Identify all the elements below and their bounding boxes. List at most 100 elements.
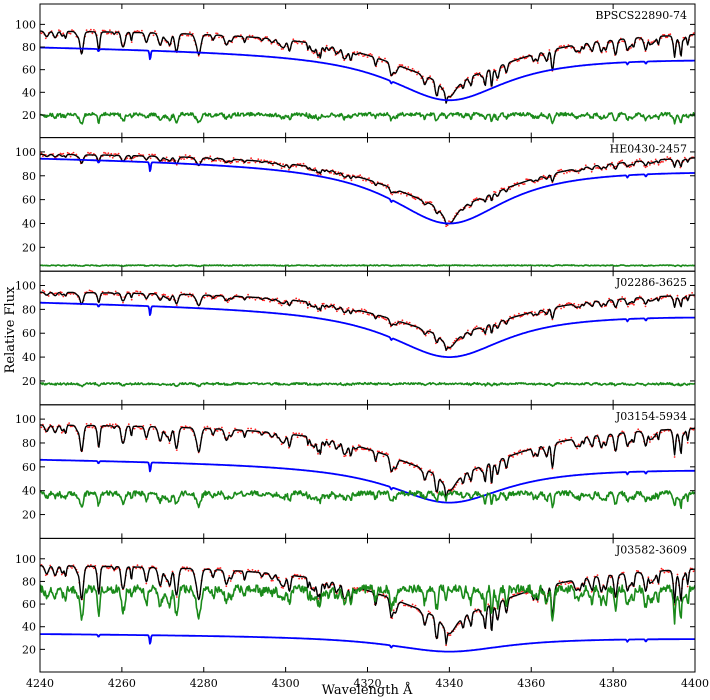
observed-point: [282, 587, 284, 589]
observed-point: [114, 290, 117, 293]
panel-frame: [39, 137, 696, 272]
panel-2: 20 40 60 80 100 HE0430-2457: [15, 137, 696, 272]
observed-point: [621, 159, 624, 162]
observed-point: [264, 573, 267, 576]
observed-point: [660, 297, 663, 300]
synthetic-spectrum-line: [40, 153, 695, 225]
observed-point: [218, 159, 220, 161]
observed-point: [40, 426, 43, 429]
observed-point: [590, 170, 593, 173]
observed-point: [228, 432, 231, 434]
observed-point: [139, 427, 142, 430]
observed-point: [109, 29, 111, 32]
observed-point: [216, 567, 219, 570]
observed-point: [662, 296, 664, 299]
observed-point: [381, 60, 383, 63]
observed-point: [186, 34, 188, 37]
observed-point: [277, 302, 280, 305]
continuum-line: [40, 157, 695, 225]
observed-point: [251, 34, 254, 37]
observed-point: [90, 564, 92, 566]
observed-point: [408, 321, 411, 324]
observed-point: [368, 177, 370, 180]
observed-point: [676, 573, 679, 576]
y-axis-title: Relative Flux: [3, 286, 18, 373]
y-tick-label: 80: [22, 170, 36, 183]
continuum-line: [40, 633, 695, 653]
observed-point: [398, 322, 401, 325]
observed-point: [567, 582, 570, 585]
observed-point: [93, 29, 95, 31]
observed-point: [686, 441, 689, 444]
observed-point: [427, 610, 430, 613]
observed-point: [669, 33, 672, 36]
observed-point: [180, 158, 183, 160]
observed-point: [347, 307, 350, 309]
observed-point: [638, 295, 641, 298]
observed-point: [288, 168, 290, 171]
observed-point: [151, 294, 154, 297]
observed-point: [58, 293, 60, 296]
observed-point: [662, 161, 664, 163]
observed-point: [448, 634, 450, 637]
observed-point: [365, 179, 367, 182]
panel-5: 20 40 60 80 100 J03582-3609: [15, 537, 696, 673]
observed-point: [650, 436, 653, 438]
observed-point: [637, 428, 640, 431]
observed-point: [541, 311, 544, 313]
observed-point: [567, 44, 570, 46]
observed-point: [630, 165, 632, 168]
observed-point: [122, 301, 124, 304]
observed-point: [47, 295, 50, 297]
observed-point: [235, 160, 238, 163]
observed-point: [660, 160, 663, 163]
observed-point: [534, 311, 536, 314]
observed-point: [650, 297, 653, 300]
observed-point: [512, 456, 514, 458]
observed-point: [619, 160, 622, 163]
observed-point: [512, 317, 514, 320]
observed-point: [667, 33, 670, 36]
observed-point: [322, 302, 325, 305]
observed-point: [87, 151, 89, 154]
observed-point: [337, 444, 340, 446]
observed-point: [254, 298, 257, 301]
observed-point: [317, 452, 319, 455]
observed-point: [439, 83, 442, 86]
observed-point: [417, 70, 420, 73]
observed-point: [53, 292, 56, 295]
observed-point: [525, 592, 528, 595]
observed-point: [103, 151, 105, 154]
observed-point: [570, 46, 573, 49]
x-tick-label: 4380: [599, 677, 627, 690]
observed-point: [392, 609, 395, 612]
observed-point: [109, 567, 111, 569]
x-tick-label: 4360: [517, 677, 545, 690]
observed-point: [298, 298, 300, 301]
observed-point: [391, 193, 394, 196]
x-tick-label: 4400: [681, 677, 709, 690]
panel-1: 20 40 60 80 100 BPSCS22890-74: [15, 3, 696, 139]
observed-point: [263, 299, 266, 302]
observed-point: [60, 153, 63, 156]
observed-point: [113, 153, 116, 156]
observed-point: [519, 449, 522, 452]
observed-point: [449, 347, 452, 350]
observed-point: [43, 290, 46, 293]
observed-point: [116, 294, 118, 296]
observed-point: [577, 303, 580, 306]
observed-point: [183, 428, 186, 431]
observed-point: [283, 300, 286, 302]
observed-point: [673, 456, 676, 458]
observed-point: [401, 319, 404, 322]
observed-point: [280, 48, 283, 50]
observed-point: [609, 435, 612, 438]
observed-point: [314, 167, 316, 170]
observed-point: [280, 304, 283, 307]
observed-point: [548, 49, 551, 51]
observed-point: [635, 298, 638, 301]
observed-point: [58, 29, 60, 31]
observed-point: [175, 596, 178, 598]
observed-point: [247, 161, 250, 164]
observed-point: [203, 158, 206, 161]
